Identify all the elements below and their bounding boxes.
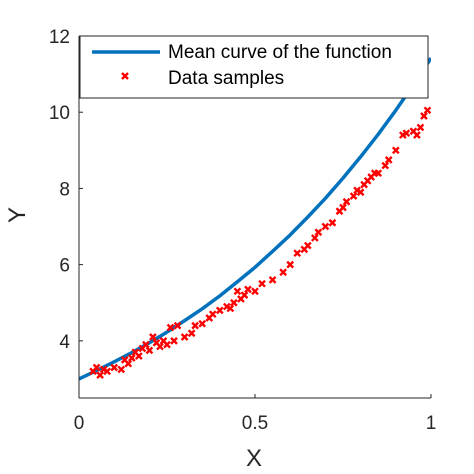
y-tick-label: 12 xyxy=(49,27,70,48)
data-sample-point xyxy=(110,363,119,372)
data-sample-point xyxy=(374,169,383,178)
legend-label-data-samples: Data samples xyxy=(168,68,284,89)
data-sample-point xyxy=(163,340,171,349)
data-sample-point xyxy=(208,310,217,319)
x-tick-label: 0 xyxy=(74,413,85,434)
data-sample-point xyxy=(96,371,104,379)
data-sample-point xyxy=(349,192,358,200)
plot-area xyxy=(79,57,431,381)
data-sample-point xyxy=(286,260,295,269)
data-sample-point xyxy=(356,188,365,197)
data-sample-point xyxy=(149,333,157,341)
data-sample-point xyxy=(134,352,143,360)
mean-curve-line xyxy=(79,57,431,381)
data-sample-point xyxy=(339,203,347,212)
data-sample-point xyxy=(391,146,400,155)
data-sample-point xyxy=(166,323,175,332)
y-axis-title: Y xyxy=(4,207,31,223)
data-sample-point xyxy=(92,363,101,372)
data-sample-point xyxy=(384,155,393,164)
data-sample-point xyxy=(402,129,411,138)
data-sample-point xyxy=(117,365,126,374)
data-sample-point xyxy=(240,291,249,299)
data-sample-point xyxy=(198,319,207,328)
axes: 0 0.5 1 4 6 8 10 12 xyxy=(49,27,436,434)
data-sample-point xyxy=(342,197,351,206)
data-sample-point xyxy=(156,342,164,351)
data-sample-point xyxy=(416,123,425,132)
x-axis-title: X xyxy=(246,445,262,472)
data-sample-point xyxy=(142,340,150,349)
data-sample-point xyxy=(251,287,259,296)
data-sample-point xyxy=(191,321,200,330)
legend: Mean curve of the function Data samples xyxy=(79,35,429,99)
data-sample-point xyxy=(279,268,288,277)
data-sample-point xyxy=(268,276,277,284)
legend-marker-swatch xyxy=(121,72,129,80)
data-sample-point xyxy=(173,321,182,330)
y-tick-label: 4 xyxy=(59,332,70,353)
data-sample-point xyxy=(127,354,136,362)
legend-label-mean-curve: Mean curve of the function xyxy=(168,42,392,63)
data-sample-point xyxy=(423,106,431,115)
data-sample-point xyxy=(310,234,319,242)
x-tick-label: 0.5 xyxy=(242,413,268,434)
y-tick-label: 10 xyxy=(49,103,70,124)
data-sample-point xyxy=(244,285,252,294)
data-sample-point xyxy=(170,336,178,345)
data-sample-point xyxy=(303,241,312,250)
data-sample-point xyxy=(187,329,196,338)
data-sample-point xyxy=(103,367,112,376)
y-tick-label: 6 xyxy=(59,256,70,277)
legend-box xyxy=(79,35,429,99)
data-sample-point xyxy=(293,249,302,258)
data-sample-point xyxy=(420,112,428,120)
data-sample-point xyxy=(145,346,154,355)
x-tick-label: 1 xyxy=(426,413,437,434)
y-tick-label: 8 xyxy=(59,179,70,200)
data-sample-point xyxy=(233,287,242,296)
data-sample-point xyxy=(321,222,330,231)
data-sample-point xyxy=(328,218,337,227)
data-sample-point xyxy=(215,306,224,315)
data-sample-point xyxy=(124,359,133,368)
data-sample-point xyxy=(230,298,238,307)
data-sample-point xyxy=(258,279,266,288)
data-sample-point xyxy=(226,304,235,313)
data-sample-point xyxy=(180,333,189,341)
data-sample-point xyxy=(413,131,421,139)
data-sample-point xyxy=(381,161,390,170)
data-sample-point xyxy=(314,228,323,237)
